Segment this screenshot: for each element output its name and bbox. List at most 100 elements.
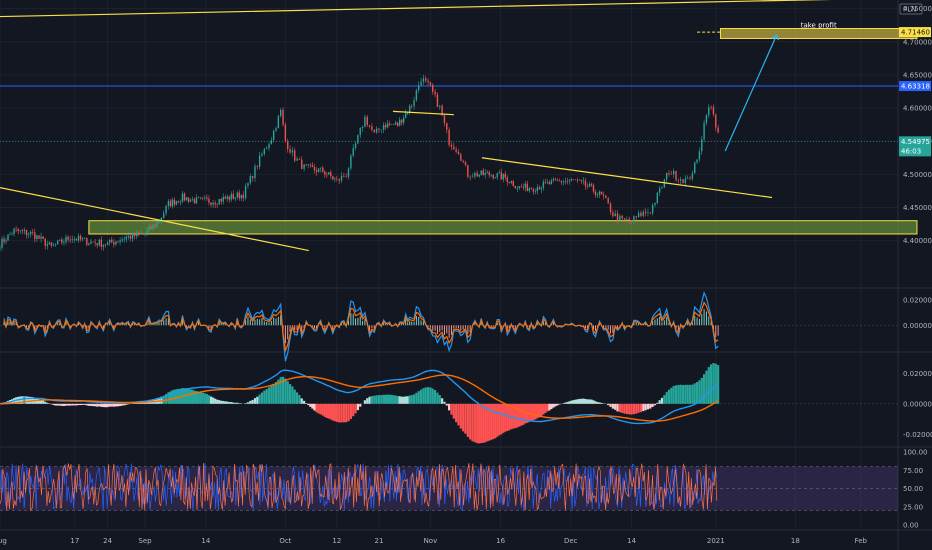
candle-body bbox=[108, 239, 111, 243]
candle-body bbox=[117, 241, 119, 243]
candle-body bbox=[457, 151, 460, 155]
candle-body bbox=[623, 218, 626, 220]
candle-body bbox=[512, 181, 514, 186]
candle-body bbox=[443, 115, 446, 123]
candle-body bbox=[640, 212, 642, 216]
candle-body bbox=[588, 183, 591, 187]
candle-body bbox=[291, 150, 294, 153]
candle-body bbox=[486, 172, 488, 173]
x-tick-label: 18 bbox=[791, 537, 800, 545]
candle-body bbox=[156, 221, 158, 227]
symbol-tag-box bbox=[899, 3, 923, 15]
candle-body bbox=[298, 158, 301, 160]
candle-body bbox=[179, 201, 182, 203]
candle-body bbox=[195, 197, 198, 204]
candle-body bbox=[100, 239, 103, 247]
candle-body bbox=[508, 182, 510, 183]
candle-body bbox=[61, 239, 63, 243]
x-tick-label: 2021 bbox=[707, 537, 725, 545]
x-tick-label: Oct bbox=[279, 537, 291, 545]
candle-body bbox=[242, 194, 244, 199]
candle-body bbox=[429, 82, 432, 85]
candle-body bbox=[146, 230, 148, 234]
candle-body bbox=[602, 194, 605, 196]
time-axis[interactable]: Aug 17 24 Sep 14 Oct 12 21 Nov 16 Dec 14 2021 18 Feb bbox=[0, 537, 868, 545]
candle-body bbox=[378, 128, 380, 130]
candle-body bbox=[532, 189, 535, 192]
candle-body bbox=[578, 179, 581, 181]
candle-body bbox=[710, 107, 712, 108]
candle-body bbox=[574, 179, 577, 181]
candle-body bbox=[71, 239, 73, 241]
candle-body bbox=[115, 241, 117, 245]
x-tick-label: Aug bbox=[0, 537, 7, 545]
candle-body bbox=[506, 177, 508, 183]
price-axis[interactable]: 4.750004.700004.650004.600004.550004.500… bbox=[899, 3, 932, 530]
candle-body bbox=[371, 126, 373, 130]
price-zone bbox=[88, 220, 918, 235]
candle-body bbox=[343, 175, 345, 177]
candle-body bbox=[193, 199, 196, 204]
x-tick-label: 16 bbox=[496, 537, 505, 545]
candle-body bbox=[142, 233, 144, 235]
candle-body bbox=[614, 213, 616, 217]
candle-body bbox=[191, 199, 194, 200]
candle-body bbox=[177, 201, 180, 203]
candle-body bbox=[189, 199, 192, 202]
candle-body bbox=[54, 244, 57, 246]
candle-body bbox=[238, 192, 240, 199]
candle-body bbox=[75, 238, 78, 241]
candle-body bbox=[340, 175, 343, 181]
candle-body bbox=[528, 188, 531, 191]
candle-body bbox=[626, 219, 628, 220]
osc1-tick: 0.02000 bbox=[903, 297, 932, 305]
candle-body bbox=[661, 187, 663, 189]
candle-body bbox=[406, 112, 409, 114]
candle-body bbox=[616, 213, 619, 221]
candle-body bbox=[446, 122, 448, 130]
candle-body bbox=[81, 238, 84, 240]
candle-body bbox=[368, 125, 371, 127]
candle-body bbox=[185, 197, 188, 201]
candle-body bbox=[476, 172, 478, 177]
projection-arrow bbox=[724, 34, 778, 152]
candle-body bbox=[317, 168, 320, 172]
candle-body bbox=[425, 78, 427, 81]
candle-body bbox=[256, 166, 259, 167]
candle-body bbox=[647, 212, 649, 214]
x-tick-label: 17 bbox=[70, 537, 79, 545]
candle-body bbox=[138, 232, 140, 235]
candle-body bbox=[265, 148, 268, 149]
candle-body bbox=[277, 115, 280, 129]
candle-body bbox=[84, 237, 86, 239]
candle-body bbox=[366, 116, 368, 126]
trendline-drawings[interactable] bbox=[0, 0, 931, 252]
x-tick-label: Dec bbox=[564, 537, 578, 545]
candle-body bbox=[249, 175, 251, 184]
candle-body bbox=[309, 164, 312, 166]
candle-body bbox=[388, 123, 391, 125]
candle-body bbox=[514, 185, 516, 189]
candle-body bbox=[119, 240, 121, 242]
candle-body bbox=[582, 180, 585, 182]
candle-body bbox=[398, 119, 401, 126]
candle-body bbox=[642, 211, 644, 216]
candle-body bbox=[90, 241, 92, 244]
macd-tick: 0.02000 bbox=[903, 370, 932, 378]
candle-body bbox=[552, 179, 555, 181]
candle-body bbox=[98, 239, 100, 246]
x-tick-label: 21 bbox=[374, 537, 383, 545]
candle-body bbox=[315, 170, 318, 172]
price-zone bbox=[719, 28, 918, 39]
candle-body bbox=[301, 159, 303, 169]
candle-body bbox=[197, 197, 200, 199]
candle-body bbox=[478, 174, 480, 177]
candle-body bbox=[113, 242, 115, 245]
candle-body bbox=[173, 199, 176, 205]
candle-body bbox=[427, 80, 429, 83]
candle-body bbox=[596, 194, 599, 196]
candle-body bbox=[44, 238, 46, 246]
candle-body bbox=[684, 178, 687, 184]
